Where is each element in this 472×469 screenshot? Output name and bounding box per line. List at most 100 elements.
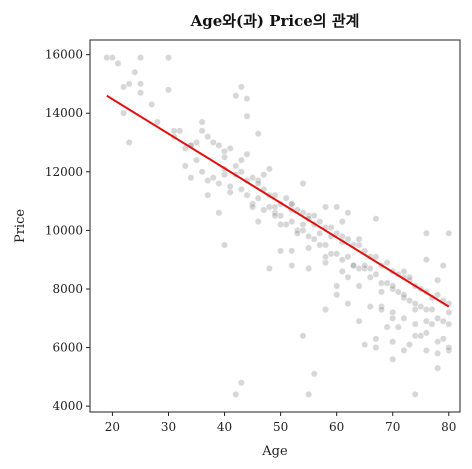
- scatter-point: [265, 165, 273, 173]
- scatter-point: [187, 174, 195, 182]
- scatter-point: [293, 226, 301, 234]
- scatter-point: [322, 306, 329, 313]
- scatter-point: [383, 279, 391, 287]
- scatter-point: [288, 262, 296, 269]
- scatter-point: [282, 194, 290, 202]
- scatter-point: [434, 349, 441, 357]
- scatter-point: [176, 127, 184, 135]
- scatter-point: [422, 229, 430, 237]
- scatter-point: [204, 191, 212, 199]
- scatter-point: [148, 101, 156, 108]
- scatter-point: [282, 221, 290, 228]
- scatter-point: [327, 224, 335, 231]
- scatter-point: [137, 54, 144, 61]
- x-tick-label: 20: [105, 420, 120, 434]
- scatter-point: [344, 300, 352, 307]
- scatter-point: [366, 273, 374, 281]
- scatter-point: [260, 171, 268, 179]
- scatter-point: [254, 180, 262, 187]
- scatter-point: [355, 235, 363, 243]
- scatter-point: [254, 218, 262, 226]
- scatter-point: [344, 253, 352, 261]
- x-tick-label: 40: [217, 420, 232, 434]
- scatter-point: [165, 86, 172, 94]
- scatter-point: [198, 127, 206, 135]
- scatter-point: [338, 267, 346, 275]
- scatter-point: [400, 347, 408, 354]
- scatter-point: [153, 118, 161, 126]
- scatter-point: [400, 291, 408, 299]
- scatter-point: [277, 212, 284, 220]
- scatter-point: [434, 364, 441, 372]
- scatter-point: [226, 188, 234, 196]
- scatter-point: [389, 314, 397, 322]
- scatter-point: [237, 168, 245, 176]
- scatter-point: [378, 279, 385, 287]
- x-tick-label: 60: [329, 420, 344, 434]
- scatter-point: [333, 282, 341, 290]
- scatter-point: [249, 203, 257, 211]
- scatter-point: [417, 303, 425, 310]
- scatter-point: [221, 241, 228, 249]
- scatter-point: [271, 209, 279, 217]
- scatter-point: [254, 194, 262, 202]
- scatter-point: [288, 247, 296, 255]
- y-axis: 4000 6000 8000 10000 12000 14000 16000: [45, 48, 90, 413]
- y-tick-label: 4000: [52, 399, 83, 413]
- scatter-point: [439, 262, 447, 269]
- scatter-point: [417, 332, 425, 340]
- scatter-point: [114, 60, 122, 67]
- scatter-point: [422, 256, 430, 264]
- scatter-point: [120, 109, 128, 117]
- scatter-point: [434, 291, 441, 299]
- trend-line: [106, 94, 450, 308]
- scatter-point: [422, 329, 430, 337]
- scatter-point: [232, 390, 240, 398]
- scatter-point: [215, 209, 223, 217]
- scatter-point: [400, 267, 408, 275]
- scatter-point: [215, 180, 223, 187]
- scatter-point: [338, 232, 346, 240]
- scatter-point: [198, 118, 206, 126]
- scatter-point: [215, 141, 223, 149]
- scatter-point: [204, 133, 212, 141]
- scatter-point: [372, 253, 380, 261]
- scatter-point: [243, 112, 251, 120]
- plot-frame: [89, 39, 461, 413]
- scatter-point: [137, 80, 144, 88]
- scatter-point: [260, 206, 268, 214]
- x-tick-label: 50: [273, 420, 288, 434]
- x-axis: 20 30 40 50 60 70 80: [105, 412, 456, 434]
- scatter-point: [232, 162, 240, 170]
- scatter-point: [372, 344, 380, 351]
- scatter-point: [209, 174, 217, 182]
- scatter-point: [383, 259, 391, 266]
- scatter-point: [355, 241, 363, 249]
- scatter-point: [445, 229, 453, 237]
- scatter-point: [221, 153, 228, 161]
- scatter-point: [406, 297, 413, 305]
- scatter-point: [249, 174, 257, 182]
- scatter-point: [434, 338, 441, 346]
- y-tick-label: 6000: [52, 341, 83, 355]
- scatter-point: [271, 203, 279, 211]
- scatter-point: [237, 83, 245, 91]
- scatter-point: [344, 209, 352, 217]
- scatter-point: [389, 282, 397, 290]
- scatter-point: [322, 203, 329, 211]
- scatter-point: [243, 95, 251, 103]
- scatter-point: [243, 191, 251, 199]
- scatter-point: [226, 183, 234, 190]
- scatter-point: [406, 341, 413, 348]
- scatter-point: [299, 221, 307, 228]
- scatter-point: [277, 247, 284, 255]
- scatter-point: [361, 341, 369, 348]
- scatter-point: [265, 265, 273, 272]
- scatter-point: [181, 162, 189, 170]
- scatter-point: [434, 276, 441, 284]
- scatter-point: [439, 335, 447, 343]
- points-layer: [103, 54, 453, 398]
- scatter-point: [322, 241, 329, 249]
- x-tick-label: 80: [441, 420, 456, 434]
